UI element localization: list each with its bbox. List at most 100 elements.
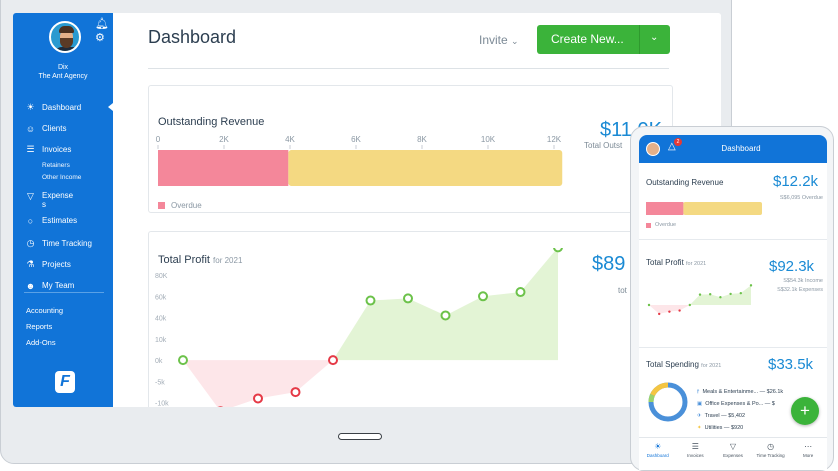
spending-item-label: Meals & Entertainme... — $26.1k bbox=[702, 389, 784, 395]
total-profit-card[interactable]: Total Profit for 2021 $89 tot 80K 60k 40k 1… bbox=[148, 231, 673, 407]
account-info[interactable]: Dix The Ant Agency bbox=[13, 63, 113, 81]
avatar[interactable] bbox=[646, 142, 660, 156]
profit-total-caption: tot bbox=[618, 286, 627, 295]
phone-title: Dashboard bbox=[721, 144, 761, 153]
tab-expenses[interactable]: ▽ Expenses bbox=[714, 438, 752, 470]
add-button[interactable]: + bbox=[791, 397, 819, 425]
sidebar-bottom-links: Accounting Reports Add-Ons bbox=[26, 303, 63, 351]
invite-button[interactable]: Invite ⌄ bbox=[479, 33, 519, 47]
create-new-button[interactable]: Create New... ⌄ bbox=[537, 25, 670, 54]
legend-label: Overdue bbox=[655, 222, 677, 228]
tab-label: Expenses bbox=[723, 453, 743, 458]
document-icon: ☰ bbox=[691, 442, 699, 451]
profit-data-point bbox=[478, 291, 488, 302]
invite-label: Invite bbox=[479, 33, 508, 47]
sidebar-item-my-team[interactable]: ☻ My Team bbox=[13, 275, 113, 296]
profit-data-point bbox=[178, 355, 188, 366]
avatar[interactable] bbox=[49, 21, 81, 53]
phone-profit-point bbox=[698, 293, 702, 296]
sidebar-nav: ☀ Dashboard ☺ Clients ☰ Invoices Retaine… bbox=[13, 97, 113, 296]
sidebar-link-add-ons[interactable]: Add-Ons bbox=[26, 338, 56, 347]
legend-swatch bbox=[158, 202, 165, 209]
header-divider bbox=[148, 68, 669, 69]
tab-time-tracking[interactable]: ◷ Time Tracking bbox=[752, 438, 790, 470]
sidebar-item-label: Estimates bbox=[42, 216, 78, 225]
sidebar-link-accounting[interactable]: Accounting bbox=[26, 306, 64, 315]
phone-profit-point bbox=[658, 312, 661, 316]
sidebar-item-label: Projects bbox=[42, 260, 71, 269]
profit-data-point bbox=[253, 393, 263, 404]
person-icon: ☺ bbox=[25, 123, 36, 134]
section-divider bbox=[639, 347, 827, 348]
phone-revenue-bar-segment bbox=[646, 202, 684, 215]
notification-badge: 2 bbox=[674, 138, 682, 146]
spending-item-label: Utilities — $920 bbox=[704, 425, 744, 431]
phone-profit-value: $92.3k bbox=[769, 258, 815, 275]
donut-segment-utilities bbox=[650, 382, 669, 397]
tab-label: Dashboard bbox=[646, 453, 669, 458]
sidebar-item-dashboard[interactable]: ☀ Dashboard bbox=[13, 97, 113, 118]
revenue-bar-segment bbox=[158, 150, 289, 186]
phone-loss-area bbox=[649, 305, 751, 314]
gear-icon[interactable]: ⚙ bbox=[95, 32, 105, 44]
spending-year: for 2021 bbox=[701, 363, 722, 369]
tablet-home-button[interactable] bbox=[338, 433, 382, 440]
spending-donut-chart bbox=[648, 382, 688, 422]
phone-revenue-bar bbox=[646, 202, 762, 215]
x-tick-label: 4K bbox=[285, 135, 295, 144]
chart-legend: Overdue bbox=[158, 201, 202, 210]
fork-icon: ⫯ bbox=[697, 389, 700, 395]
bulb-icon: ✦ bbox=[697, 425, 702, 431]
freshbooks-logo-icon: F bbox=[55, 371, 75, 393]
clock-icon: ◷ bbox=[26, 238, 35, 248]
x-tick-label: 0 bbox=[156, 135, 161, 144]
card-title: Outstanding Revenue bbox=[158, 116, 265, 128]
phone-chart-legend: Overdue bbox=[646, 222, 676, 228]
revenue-bar-segment bbox=[288, 150, 563, 186]
phone-profit-point bbox=[688, 303, 691, 307]
sidebar-item-invoices[interactable]: ☰ Invoices bbox=[13, 139, 113, 160]
phone-profit-point bbox=[678, 309, 681, 312]
bell-icon[interactable]: 🔔︎ bbox=[95, 18, 109, 30]
phone-spending-title: Total Spending for 2021 bbox=[646, 360, 721, 369]
sidebar-item-label: My Team bbox=[42, 281, 75, 290]
sidebar-item-estimates[interactable]: ○ Estimates bbox=[13, 210, 113, 231]
button-divider bbox=[639, 25, 640, 54]
phone-profit-title: Total Profit for 2021 bbox=[646, 258, 706, 267]
tab-more[interactable]: ⋯ More bbox=[789, 438, 827, 470]
y-tick-label: 0k bbox=[155, 358, 163, 365]
profit-data-point bbox=[515, 287, 526, 298]
tab-dashboard[interactable]: ☀ Dashboard bbox=[639, 438, 677, 470]
phone-top-bar: △ 2 Dashboard bbox=[639, 135, 827, 163]
profit-data-point bbox=[440, 310, 451, 321]
y-tick-label: -10k bbox=[155, 401, 169, 407]
profit-total-value: $89 bbox=[592, 253, 626, 275]
sidebar-item-projects[interactable]: ⚗ Projects bbox=[13, 254, 113, 275]
tablet-device: 🔔︎ ⚙ Dix The Ant Agency ☀ Dashboard ☺ Cl… bbox=[0, 0, 732, 464]
bell-icon[interactable]: △ bbox=[668, 141, 676, 152]
x-tick-label: 10K bbox=[481, 135, 496, 144]
sidebar-item-clients[interactable]: ☺ Clients bbox=[13, 118, 113, 139]
tablet-screen: 🔔︎ ⚙ Dix The Ant Agency ☀ Dashboard ☺ Cl… bbox=[13, 13, 721, 407]
tab-invoices[interactable]: ☰ Invoices bbox=[677, 438, 715, 470]
tab-label: Time Tracking bbox=[756, 453, 785, 458]
sidebar-subitem-retainers[interactable]: Retainers bbox=[42, 162, 70, 169]
sidebar-item-expenses[interactable]: ▽ Expense s bbox=[13, 188, 113, 210]
phone-profit-point bbox=[668, 310, 671, 313]
sidebar-link-reports[interactable]: Reports bbox=[26, 322, 53, 331]
tab-label: Invoices bbox=[687, 453, 704, 458]
phone-tab-bar: ☀ Dashboard ☰ Invoices ▽ Expenses ◷ Time Tra… bbox=[639, 437, 827, 470]
outstanding-revenue-card[interactable]: Outstanding Revenue $11.0K Total Outst 0… bbox=[148, 85, 673, 213]
spending-item-utilities: ✦ Utilities — $920 bbox=[697, 425, 743, 431]
sidebar-subitem-other-income[interactable]: Other Income bbox=[42, 174, 82, 181]
phone-profit-point bbox=[749, 284, 753, 287]
chevron-down-icon[interactable]: ⌄ bbox=[650, 32, 659, 43]
y-tick-label: 80K bbox=[155, 273, 168, 280]
sidebar-item-time-tracking[interactable]: ◷ Time Tracking bbox=[13, 233, 113, 254]
phone-screen: △ 2 Dashboard Outstanding Revenue $12.2k… bbox=[639, 135, 827, 470]
phone-revenue-title: Outstanding Revenue bbox=[646, 178, 724, 187]
spending-title: Total Spending bbox=[646, 360, 699, 369]
x-tick-label: 12K bbox=[547, 135, 562, 144]
